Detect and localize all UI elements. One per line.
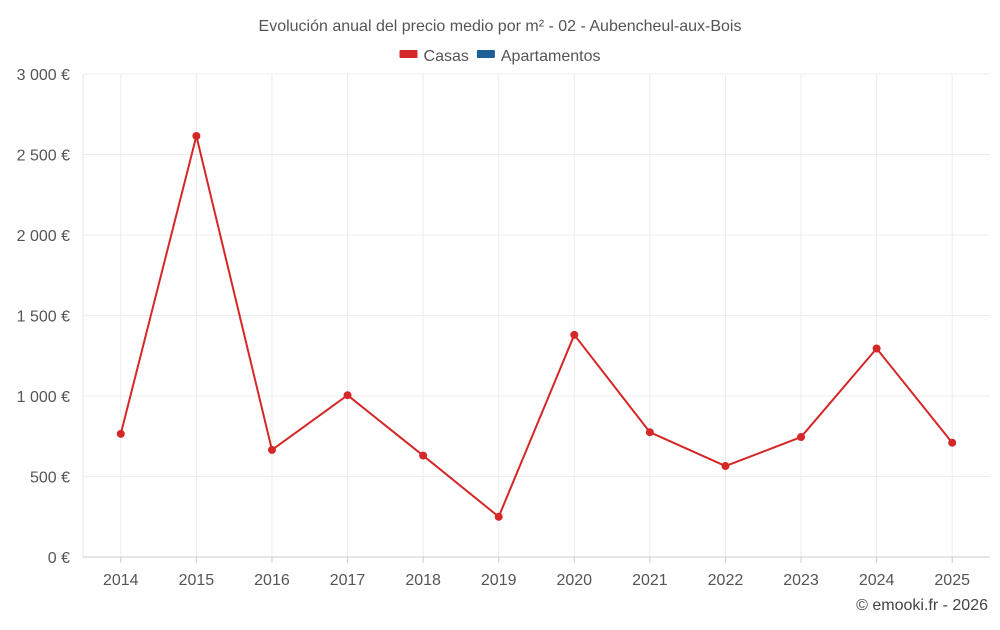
data-point-casas-2014[interactable]: [116, 429, 125, 438]
chart-title: Evolución anual del precio medio por m² …: [259, 18, 742, 35]
x-tick-label: 2016: [254, 572, 290, 589]
y-tick-label: 1 000 €: [17, 389, 70, 406]
x-tick-label: 2021: [632, 572, 668, 589]
data-point-casas-2021[interactable]: [645, 428, 654, 437]
credit-text: © emooki.fr - 2026: [856, 597, 988, 614]
x-tick-label: 2020: [556, 572, 592, 589]
data-point-casas-2019[interactable]: [494, 512, 503, 521]
y-tick-label: 500 €: [30, 470, 70, 487]
legend-label: Apartamentos: [501, 48, 601, 65]
series-line-casas: [119, 134, 953, 518]
y-tick-label: 3 000 €: [17, 67, 70, 84]
legend-item-apartamentos[interactable]: Apartamentos: [476, 48, 601, 65]
x-tick-label: 2022: [708, 572, 744, 589]
legend-item-casas[interactable]: Casas: [399, 48, 469, 65]
x-tick-label: 2014: [103, 572, 139, 589]
data-point-casas-2024[interactable]: [872, 344, 881, 353]
data-point-casas-2023[interactable]: [797, 433, 806, 442]
data-point-casas-2015[interactable]: [192, 131, 201, 140]
legend-label: Casas: [424, 48, 469, 65]
y-axis: 0 € 500 € 1 000 € 1 500 € 2 000 € 2 500 € 3 00…: [17, 67, 84, 567]
x-tick-label: 2017: [330, 572, 366, 589]
data-point-casas-2018[interactable]: [419, 451, 428, 460]
legend: Casas Apartamentos: [399, 48, 601, 65]
x-axis: 2014 2015 2016 2017 2018 2019 2020 2021 2022 2023…: [83, 556, 990, 589]
series-layer: [116, 131, 957, 521]
x-tick-label: 2018: [405, 572, 441, 589]
y-tick-label: 2 000 €: [17, 228, 70, 245]
y-tick-label: 1 500 €: [17, 309, 70, 326]
x-tick-label: 2025: [934, 572, 970, 589]
legend-swatch: [476, 50, 495, 58]
y-tick-label: 0 €: [48, 550, 70, 567]
x-tick-label: 2024: [859, 572, 895, 589]
data-point-casas-2025[interactable]: [948, 438, 957, 447]
x-tick-label: 2015: [179, 572, 215, 589]
y-tick-label: 2 500 €: [17, 148, 70, 165]
data-point-casas-2017[interactable]: [343, 391, 352, 400]
x-tick-label: 2023: [783, 572, 819, 589]
data-point-casas-2016[interactable]: [267, 445, 276, 454]
data-point-casas-2022[interactable]: [721, 462, 730, 471]
x-tick-label: 2019: [481, 572, 517, 589]
data-point-casas-2020[interactable]: [570, 330, 579, 339]
grid: [83, 73, 990, 558]
legend-swatch: [399, 50, 418, 58]
